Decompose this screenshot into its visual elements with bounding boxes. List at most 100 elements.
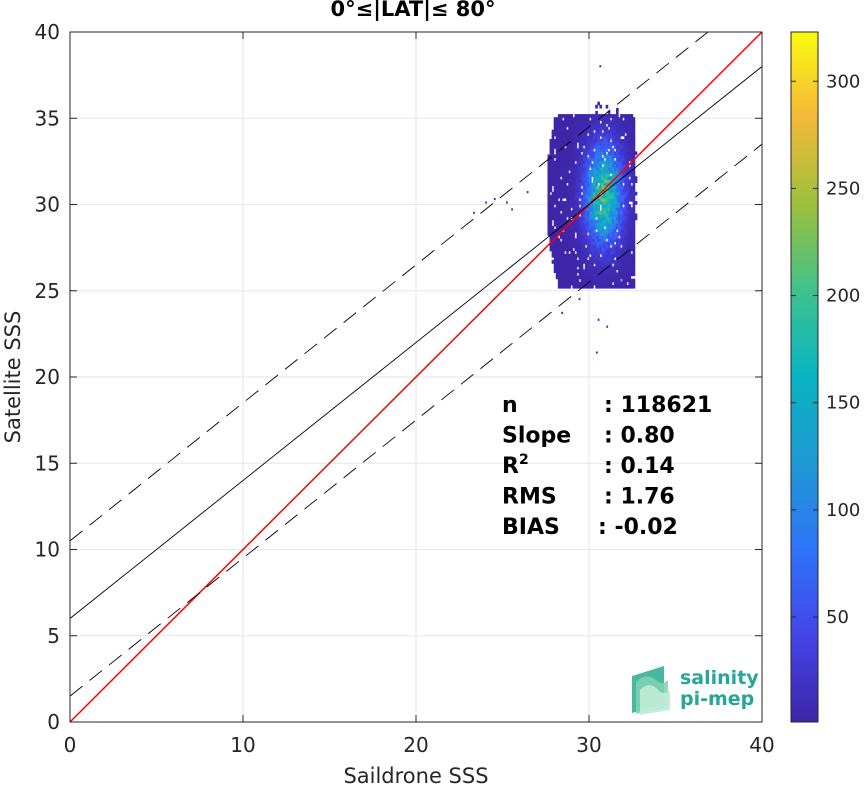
heatmap-cell [568, 151, 571, 156]
heatmap-cell [597, 266, 600, 270]
heatmap-cell [603, 204, 607, 208]
heatmap-cell [615, 188, 619, 193]
heatmap-cell [628, 151, 632, 156]
heatmap-cell [553, 219, 557, 224]
heatmap-cell [624, 188, 627, 193]
heatmap-cell [620, 201, 623, 205]
heatmap-cell [618, 166, 621, 171]
heatmap-cell [597, 138, 600, 143]
line-lower-bound [70, 143, 762, 697]
heatmap-cell [580, 219, 584, 224]
heatmap-cell [618, 260, 621, 264]
heatmap-cell [624, 185, 627, 190]
heatmap-cell [591, 272, 594, 277]
heatmap-cell [566, 173, 569, 177]
heatmap-cell [557, 269, 561, 274]
heatmap-cell [568, 126, 571, 131]
heatmap-cell [555, 129, 559, 134]
heatmap-cell [613, 182, 617, 187]
heatmap-cell [597, 185, 600, 190]
heatmap-cell [570, 176, 573, 180]
stat-label: RMS [502, 485, 557, 510]
heatmap-cell [630, 207, 634, 211]
heatmap-cell [562, 157, 565, 162]
heatmap-cell [576, 163, 580, 168]
heatmap-cell [622, 163, 625, 168]
heatmap-cell [622, 138, 625, 143]
heatmap-cell [559, 166, 563, 171]
heatmap-cell [570, 163, 573, 168]
heatmap-cell [607, 154, 611, 159]
heatmap-cell [547, 160, 551, 165]
heatmap-cell [628, 281, 632, 286]
heatmap-cell [555, 247, 559, 252]
heatmap-cell [591, 281, 594, 286]
heatmap-cell [591, 166, 594, 171]
heatmap-cell [559, 269, 563, 274]
heatmap-cell [586, 148, 590, 152]
heatmap-cell [593, 269, 596, 274]
heatmap-cell [595, 260, 598, 264]
heatmap-cell [584, 201, 588, 205]
heatmap-cell [557, 170, 561, 174]
heatmap-cell [611, 235, 615, 239]
heatmap-cell [586, 173, 590, 177]
heatmap-cell [568, 225, 571, 230]
heatmap-cell [566, 210, 569, 215]
heatmap-cell [603, 129, 607, 134]
heatmap-cell [572, 201, 576, 205]
heatmap-cell [597, 173, 600, 177]
heatmap-cell [582, 176, 586, 180]
heatmap-cell [551, 179, 555, 184]
heatmap-cell [586, 126, 590, 131]
heatmap-cell [628, 272, 632, 277]
heatmap-cell [603, 207, 607, 211]
heatmap-cell [572, 250, 576, 255]
heatmap-cell [553, 269, 557, 274]
heatmap-cell [595, 272, 598, 277]
heatmap-cell [589, 284, 592, 289]
heatmap-cell [607, 269, 611, 274]
heatmap-cell [566, 225, 569, 230]
heatmap-cell [624, 244, 627, 249]
heatmap-cell [566, 213, 569, 218]
heatmap-cell [622, 260, 625, 264]
heatmap-cell [568, 145, 571, 149]
heatmap-cell [599, 256, 603, 261]
heatmap-cell [580, 256, 584, 261]
heatmap-cell [632, 228, 636, 233]
heatmap-cell [595, 176, 598, 180]
heatmap-cell [591, 148, 594, 152]
heatmap-cell [632, 278, 636, 283]
heatmap-cell [632, 135, 636, 140]
heatmap-cell [607, 244, 611, 249]
heatmap-cell [576, 278, 580, 283]
heatmap-cell [622, 160, 625, 165]
heatmap-cell [589, 222, 592, 227]
heatmap-cell [572, 281, 576, 286]
heatmap-cell [613, 185, 617, 190]
heatmap-cell [605, 126, 609, 131]
heatmap-cell [618, 272, 621, 277]
heatmap-cell [547, 232, 551, 236]
heatmap-cell [615, 163, 619, 168]
heatmap-cell [626, 179, 630, 184]
heatmap-cell [580, 145, 584, 149]
heatmap-cell [578, 170, 582, 174]
heatmap-cell [578, 238, 582, 243]
y-tick-label: 0 [47, 710, 60, 734]
heatmap-cell [551, 138, 555, 143]
heatmap-cell [566, 179, 569, 184]
heatmap-cell [611, 232, 615, 236]
heatmap-cell [580, 253, 584, 258]
heatmap-cell [580, 213, 584, 218]
heatmap-cell [595, 179, 598, 184]
heatmap-cell [632, 213, 636, 218]
heatmap-cell [549, 188, 553, 193]
heatmap-cell [615, 225, 619, 230]
heatmap-cell [555, 157, 559, 162]
heatmap-cell [576, 132, 580, 137]
heatmap-cell [597, 256, 600, 261]
heatmap-cell [562, 129, 565, 134]
heatmap-cell [597, 204, 600, 208]
